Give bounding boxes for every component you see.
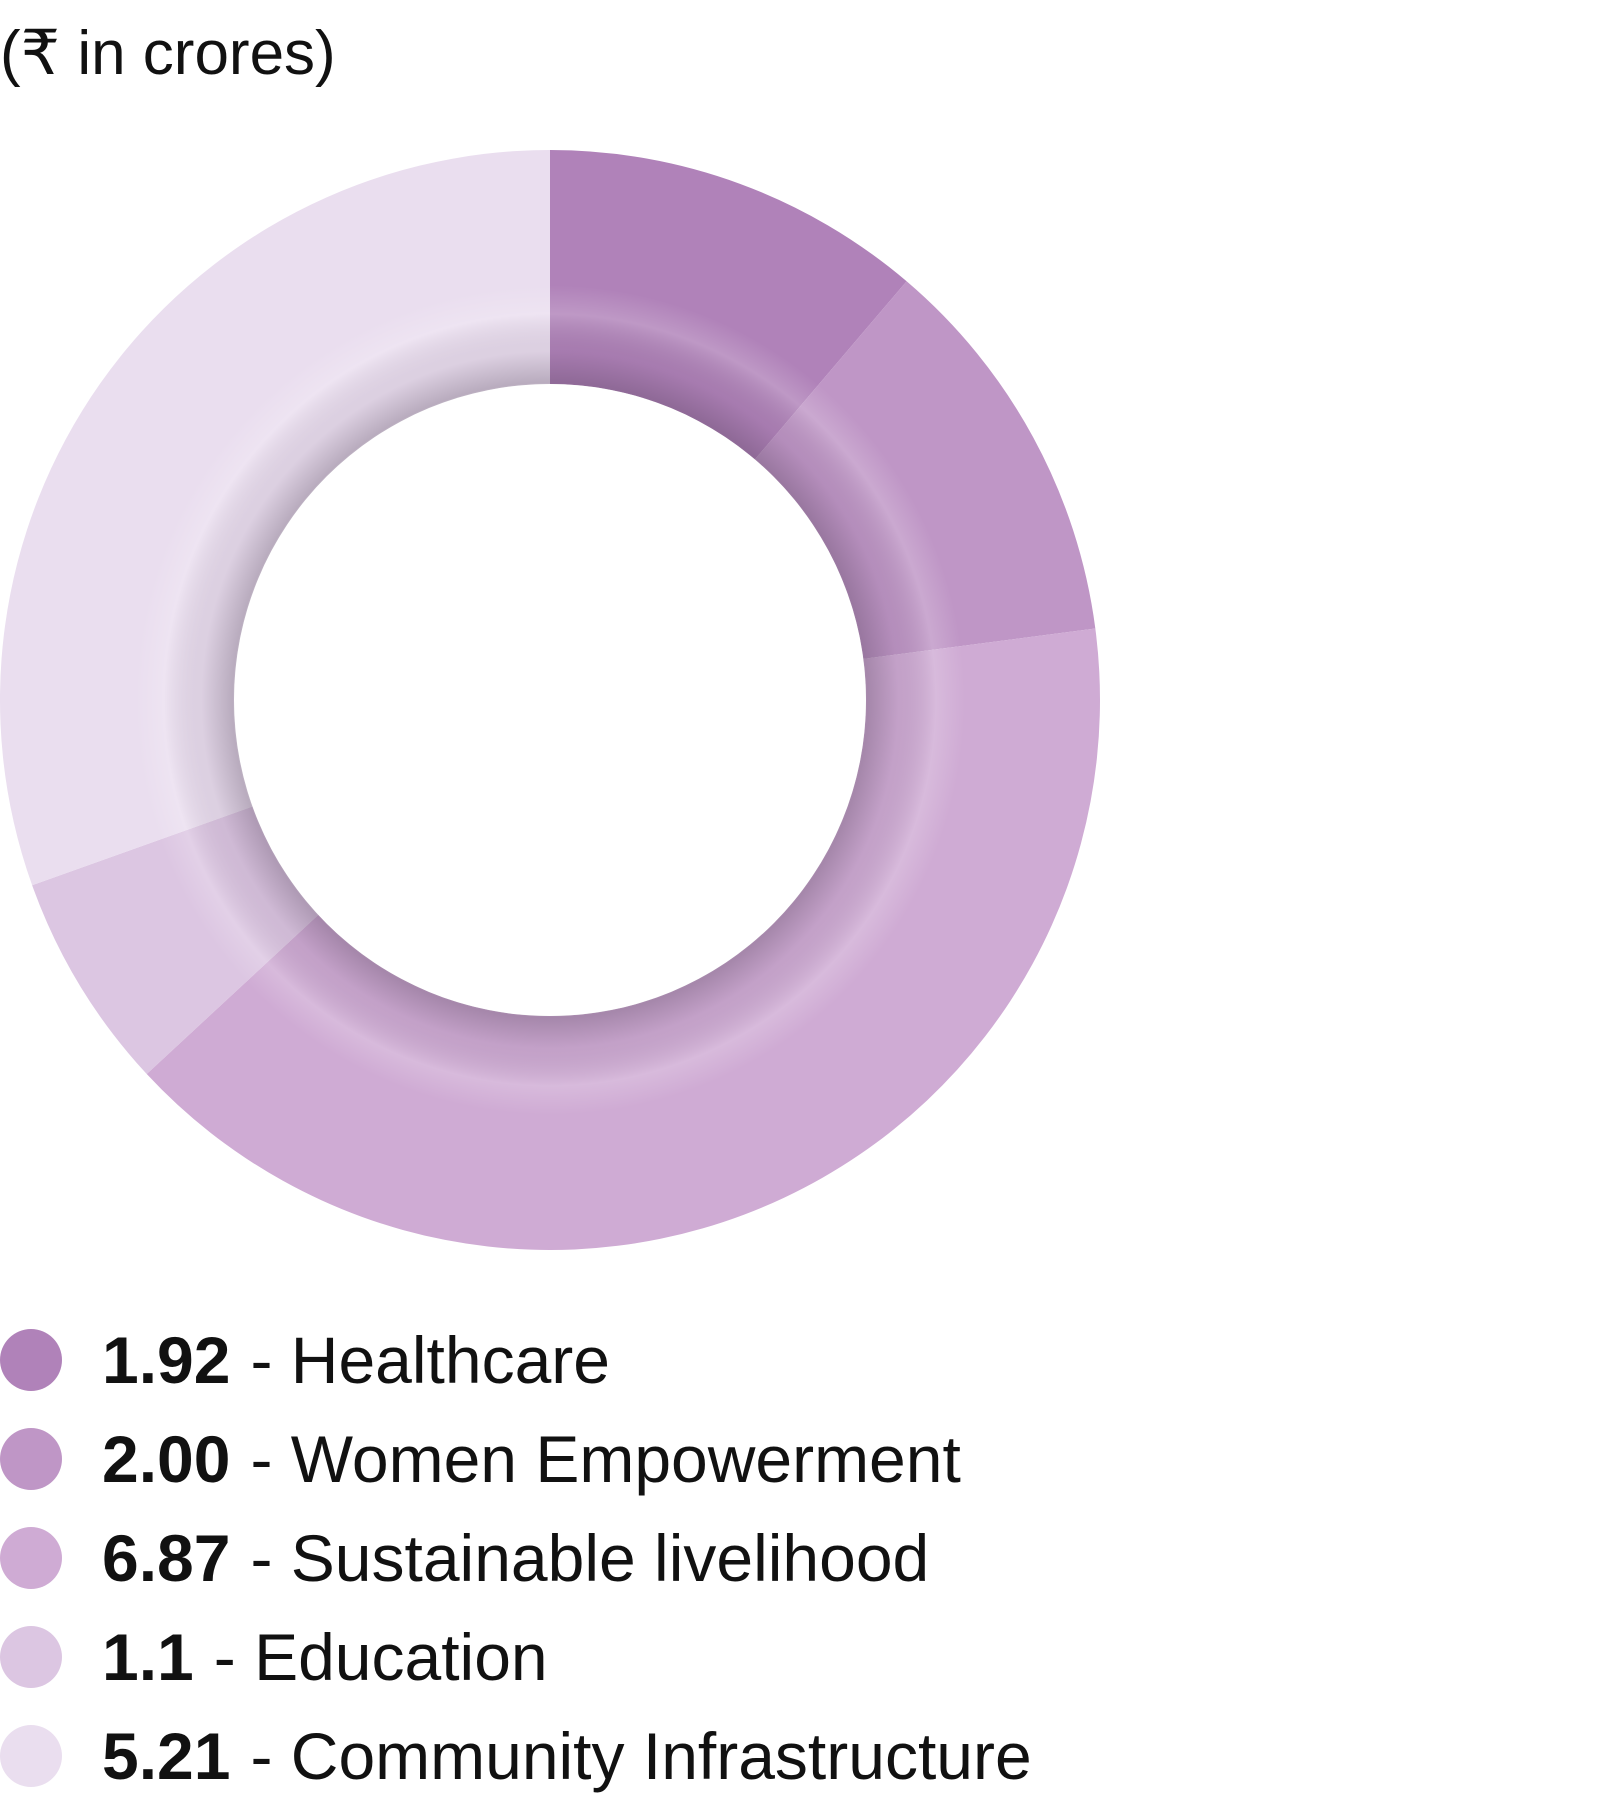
legend-item: 6.87 - Sustainable livelihood	[0, 1508, 1032, 1607]
legend-item: 1.1 - Education	[0, 1607, 1032, 1706]
legend-item: 2.00 - Women Empowerment	[0, 1409, 1032, 1508]
donut-hole	[234, 384, 866, 1016]
legend-item: 5.21 - Community Infrastructure	[0, 1706, 1032, 1805]
legend-value: 6.87	[102, 1520, 231, 1595]
legend-item: 1.92 - Healthcare	[0, 1310, 1032, 1409]
legend-label: - Community Infrastructure	[250, 1718, 1032, 1793]
legend-value: 1.92	[102, 1322, 231, 1397]
legend-swatch	[0, 1526, 62, 1589]
legend-value: 2.00	[102, 1421, 231, 1496]
legend-label: - Women Empowerment	[250, 1421, 961, 1496]
legend-swatch	[0, 1625, 62, 1688]
legend-value: 1.1	[102, 1619, 194, 1694]
unit-label: (₹ in crores)	[0, 19, 336, 88]
legend-label: - Education	[213, 1619, 548, 1694]
legend-value: 5.21	[102, 1718, 231, 1793]
legend-swatch	[0, 1328, 62, 1391]
legend: 1.92 - Healthcare 2.00 - Women Empowerment 6…	[0, 1310, 1032, 1805]
legend-swatch	[0, 1724, 62, 1787]
legend-swatch	[0, 1427, 62, 1490]
legend-label: - Sustainable livelihood	[250, 1520, 930, 1595]
donut-chart	[0, 150, 1100, 1250]
legend-label: - Healthcare	[250, 1322, 610, 1397]
